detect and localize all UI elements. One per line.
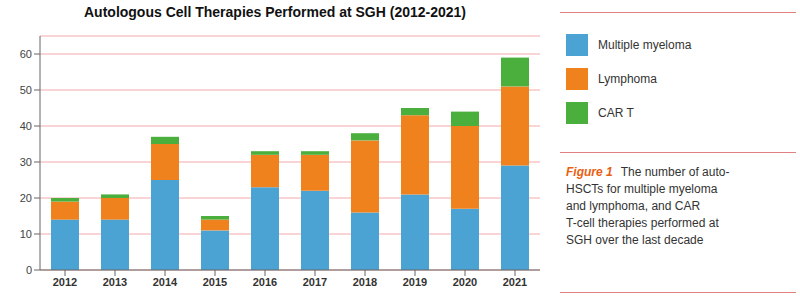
svg-text:50: 50 [20,84,32,96]
svg-text:2016: 2016 [253,276,277,288]
svg-text:2014: 2014 [153,276,178,288]
html-text:HSCTs for multiple myeloma: HSCTs for multiple myeloma [566,182,718,196]
svg-text:0: 0 [26,264,32,276]
svg-text:10: 10 [20,228,32,240]
svg-text:2018: 2018 [353,276,377,288]
html-text:Figure 1: Figure 1 [566,165,613,179]
html-text:T-cell therapies performed at: T-cell therapies performed at [566,216,719,230]
svg-text:20: 20 [20,192,32,204]
svg-text:2012: 2012 [53,276,77,288]
svg-text:2013: 2013 [103,276,127,288]
svg-text:2020: 2020 [453,276,477,288]
svg-text:2015: 2015 [203,276,227,288]
svg-text:2017: 2017 [303,276,327,288]
html-text:CAR T: CAR T [598,106,634,120]
svg-text:40: 40 [20,120,32,132]
svg-text:2019: 2019 [403,276,427,288]
svg-text:30: 30 [20,156,32,168]
html-text:SGH over the last decade: SGH over the last decade [566,233,704,247]
svg-text:60: 60 [20,48,32,60]
html-text:Autologous Cell Therapies Perf: Autologous Cell Therapies Performed at S… [84,4,466,20]
html-text:and lymphoma, and CAR: and lymphoma, and CAR [566,199,701,213]
html-text:The number of auto-: The number of auto- [620,165,730,179]
html-text:Lymphoma: Lymphoma [598,72,657,86]
svg-text:2021: 2021 [503,276,527,288]
html-text:Multiple myeloma: Multiple myeloma [598,38,692,52]
